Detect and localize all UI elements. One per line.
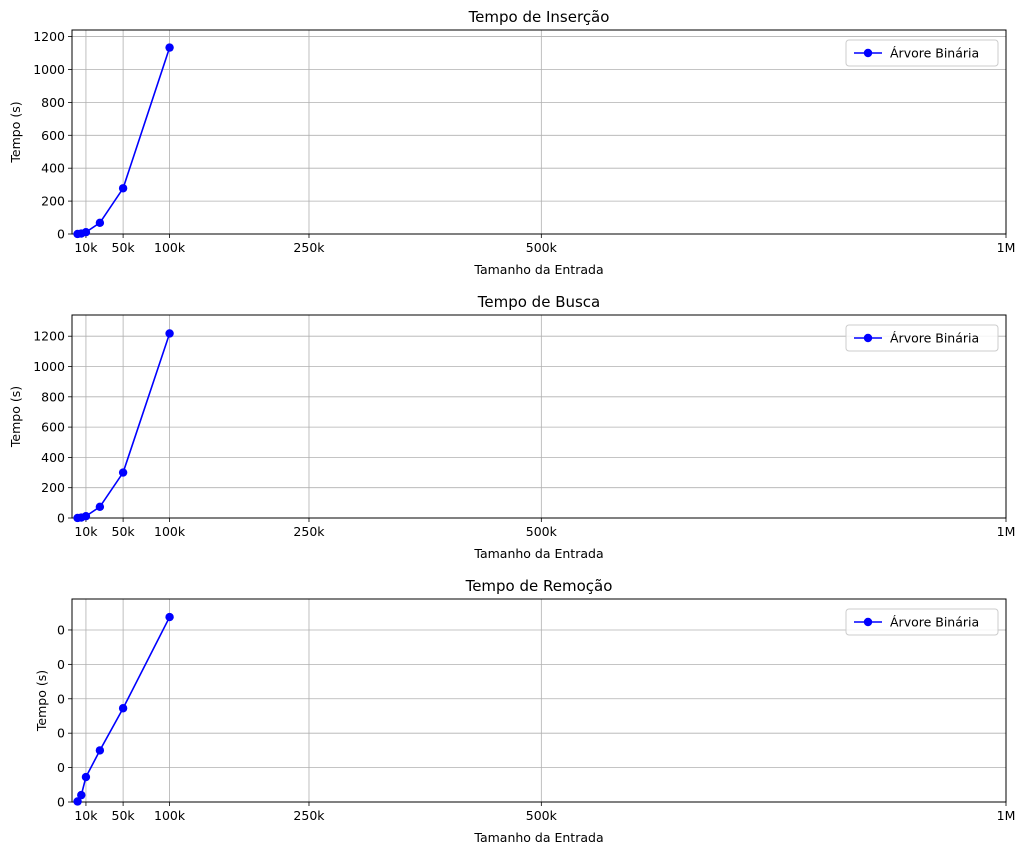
axes-frame bbox=[71, 29, 1007, 235]
data-point bbox=[95, 502, 105, 511]
y-tick-label: 0 bbox=[57, 760, 65, 775]
y-tick-label: 800 bbox=[41, 389, 65, 404]
x-tick-label: 1M bbox=[997, 524, 1016, 539]
series-line bbox=[77, 47, 171, 235]
data-point bbox=[81, 772, 91, 782]
legend-label: Árvore Binária bbox=[890, 331, 979, 346]
x-tick-label: 50k bbox=[112, 240, 136, 255]
data-point bbox=[95, 218, 105, 228]
x-tick-label: 500k bbox=[526, 240, 558, 255]
legend-marker-swatch bbox=[863, 617, 873, 627]
legend-label: Árvore Binária bbox=[890, 46, 979, 61]
y-tick-label: 0 bbox=[57, 726, 65, 741]
x-tick-label: 50k bbox=[112, 524, 136, 539]
data-point bbox=[73, 797, 82, 806]
y-tick-label: 600 bbox=[41, 128, 65, 143]
legend-box bbox=[845, 39, 999, 67]
legend-box bbox=[845, 324, 999, 352]
chart-panel-2: 10k 50k 100k 250k 500k 1M 0 200 400 600 800 1000 120… bbox=[8, 293, 1015, 561]
y-tick-label: 0 bbox=[57, 511, 65, 526]
y-axis-label: Tempo (s) bbox=[34, 670, 49, 732]
legend: Árvore Binária bbox=[845, 39, 999, 67]
y-tick-label: 400 bbox=[41, 450, 65, 465]
series-line bbox=[77, 333, 171, 519]
y-tick-label: 0 bbox=[57, 622, 65, 637]
data-point bbox=[118, 184, 128, 193]
data-point bbox=[81, 511, 91, 521]
y-tick-label: 1000 bbox=[33, 62, 65, 77]
data-point bbox=[165, 329, 174, 338]
x-axis-label: Tamanho da Entrada bbox=[473, 262, 603, 277]
x-tick-label: 10k bbox=[74, 240, 98, 255]
x-tick-label: 250k bbox=[293, 808, 325, 823]
y-tick-label: 800 bbox=[41, 95, 65, 110]
legend: Árvore Binária bbox=[845, 324, 999, 352]
y-tick-label: 400 bbox=[41, 161, 65, 176]
chart-panel-3: 10k 50k 100k 250k 500k 1M 0 0 0 0 0 0 Tempo de Remoç… bbox=[34, 577, 1015, 845]
x-axis-label: Tamanho da Entrada bbox=[473, 830, 603, 845]
y-tick-label: 200 bbox=[41, 194, 65, 209]
x-tick-label: 1M bbox=[997, 240, 1016, 255]
x-tick-label: 100k bbox=[154, 808, 186, 823]
x-tick-label: 500k bbox=[526, 808, 558, 823]
chart-panel-1: 10k 50k 100k 250k 500k 1M 0 200 400 600 800 1000 120… bbox=[8, 8, 1015, 277]
x-tick-label: 250k bbox=[293, 524, 325, 539]
data-point bbox=[165, 612, 174, 622]
x-tick-label: 50k bbox=[112, 808, 136, 823]
data-point bbox=[77, 790, 86, 800]
x-tick-label: 10k bbox=[74, 808, 98, 823]
y-axis-label: Tempo (s) bbox=[8, 101, 23, 163]
y-tick-label: 0 bbox=[57, 227, 65, 242]
chart-title: Tempo de Busca bbox=[477, 293, 601, 311]
y-tick-label: 0 bbox=[57, 657, 65, 672]
x-tick-label: 500k bbox=[526, 524, 558, 539]
y-tick-label: 1200 bbox=[33, 29, 65, 44]
y-tick-label: 1200 bbox=[33, 329, 65, 344]
legend: Árvore Binária bbox=[845, 608, 999, 636]
legend-label: Árvore Binária bbox=[890, 615, 979, 630]
legend-marker-swatch bbox=[863, 333, 873, 343]
data-point bbox=[118, 704, 128, 713]
legend-marker-swatch bbox=[863, 48, 873, 58]
chart-title: Tempo de Remoção bbox=[465, 577, 613, 595]
y-tick-label: 200 bbox=[41, 480, 65, 495]
axes-frame bbox=[71, 598, 1007, 803]
x-tick-label: 1M bbox=[997, 808, 1016, 823]
data-point bbox=[118, 468, 128, 477]
x-tick-label: 100k bbox=[154, 240, 186, 255]
y-tick-label: 1000 bbox=[33, 359, 65, 374]
x-tick-label: 250k bbox=[293, 240, 325, 255]
x-tick-label: 100k bbox=[154, 524, 186, 539]
legend-box bbox=[845, 608, 999, 636]
chart-title: Tempo de Inserção bbox=[468, 8, 610, 26]
axes-frame bbox=[71, 314, 1007, 519]
data-point bbox=[95, 746, 105, 755]
x-tick-label: 10k bbox=[74, 524, 98, 539]
data-point bbox=[81, 227, 91, 237]
y-tick-label: 600 bbox=[41, 420, 65, 435]
y-tick-label: 0 bbox=[57, 795, 65, 810]
y-tick-label: 0 bbox=[57, 691, 65, 706]
y-axis-label: Tempo (s) bbox=[8, 386, 23, 448]
data-point bbox=[165, 43, 174, 52]
x-axis-label: Tamanho da Entrada bbox=[473, 546, 603, 561]
